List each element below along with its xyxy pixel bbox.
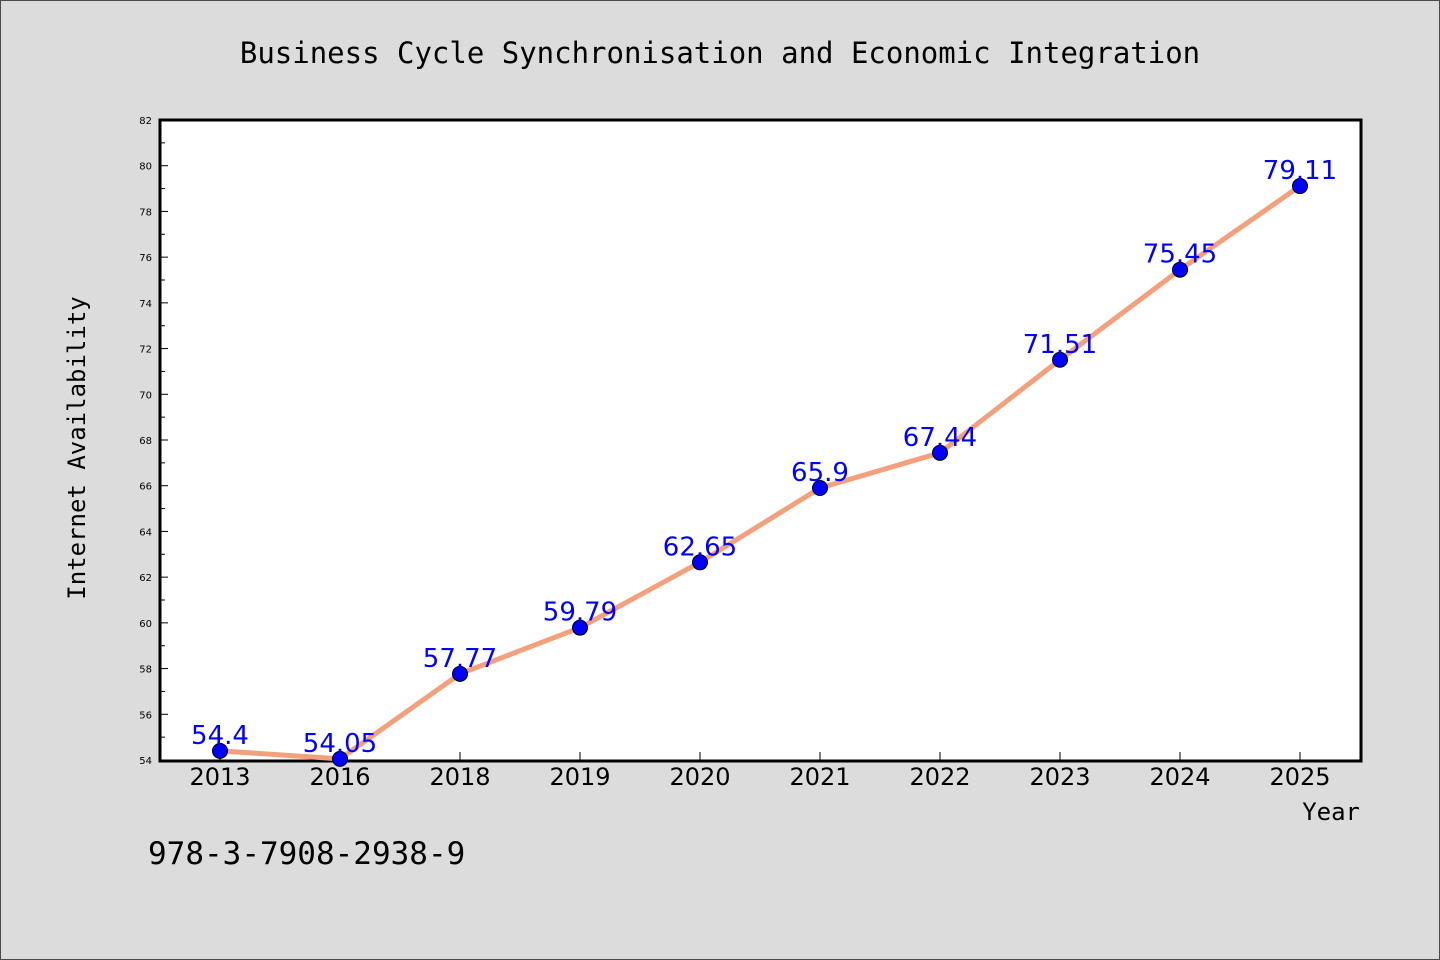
series-path xyxy=(217,183,1303,762)
x-tick-label: 2013 xyxy=(189,763,250,791)
data-label: 54.05 xyxy=(303,729,377,759)
data-label: 65.9 xyxy=(791,458,849,488)
y-tick-label: 70 xyxy=(139,390,152,401)
y-tick-label: 78 xyxy=(139,207,152,218)
y-tick-label: 76 xyxy=(139,253,152,264)
data-point xyxy=(1292,178,1308,195)
data-label: 57.77 xyxy=(423,644,497,674)
y-axis-label: Internet Availability xyxy=(63,296,91,599)
data-label: 59.79 xyxy=(543,598,617,628)
y-axis: 54 56 58 60 62 64 66 68 70 72 74 76 78 80 82 xyxy=(139,116,168,767)
data-point xyxy=(452,665,468,682)
x-tick-label: 2022 xyxy=(909,763,970,791)
y-tick-label: 80 xyxy=(139,162,152,173)
data-point xyxy=(1172,261,1188,278)
x-tick-label: 2019 xyxy=(549,763,610,791)
x-tick-label: 2020 xyxy=(669,763,730,791)
y-tick-label: 82 xyxy=(139,116,152,127)
series-line xyxy=(212,178,1308,767)
y-tick-label: 62 xyxy=(139,573,152,584)
data-labels: 54.4 54.05 57.77 59.79 62.65 65.9 67.44 71.51 75… xyxy=(191,156,1337,759)
data-label: 67.44 xyxy=(903,423,977,453)
x-tick-label: 2025 xyxy=(1269,763,1330,791)
y-tick-label: 56 xyxy=(139,710,152,721)
isbn-text: 978-3-7908-2938-9 xyxy=(148,836,465,872)
data-point xyxy=(212,742,228,759)
data-label: 54.4 xyxy=(191,721,249,751)
x-tick-label: 2023 xyxy=(1029,763,1090,791)
y-tick-label: 54 xyxy=(139,756,152,767)
data-point xyxy=(332,750,348,767)
data-label: 62.65 xyxy=(663,532,737,562)
data-point xyxy=(692,554,708,571)
y-tick-label: 72 xyxy=(139,345,152,356)
data-point xyxy=(812,480,828,496)
x-tick-label: 2021 xyxy=(789,763,850,791)
y-tick-label: 60 xyxy=(139,619,152,630)
y-tick-label: 66 xyxy=(139,482,152,493)
data-point xyxy=(932,444,948,461)
x-tick-label: 2024 xyxy=(1149,763,1210,791)
data-label: 71.51 xyxy=(1023,330,1097,360)
x-tick-label: 2018 xyxy=(429,763,490,791)
x-axis: 2013 2016 2018 2019 2020 2021 2022 2023 2024 2025 xyxy=(189,752,1331,791)
plot-area xyxy=(158,118,1363,763)
y-tick-label: 64 xyxy=(139,527,152,538)
data-point xyxy=(572,619,588,636)
y-tick-label: 74 xyxy=(139,299,152,310)
data-label: 79.11 xyxy=(1263,156,1337,186)
x-axis-label: Year xyxy=(1302,798,1360,826)
x-tick-label: 2016 xyxy=(309,763,370,791)
y-tick-label: 68 xyxy=(139,436,152,447)
y-tick-label: 58 xyxy=(139,665,152,676)
data-label: 75.45 xyxy=(1143,240,1217,270)
data-point xyxy=(1052,351,1068,368)
chart-title: Business Cycle Synchronisation and Econo… xyxy=(240,36,1200,70)
